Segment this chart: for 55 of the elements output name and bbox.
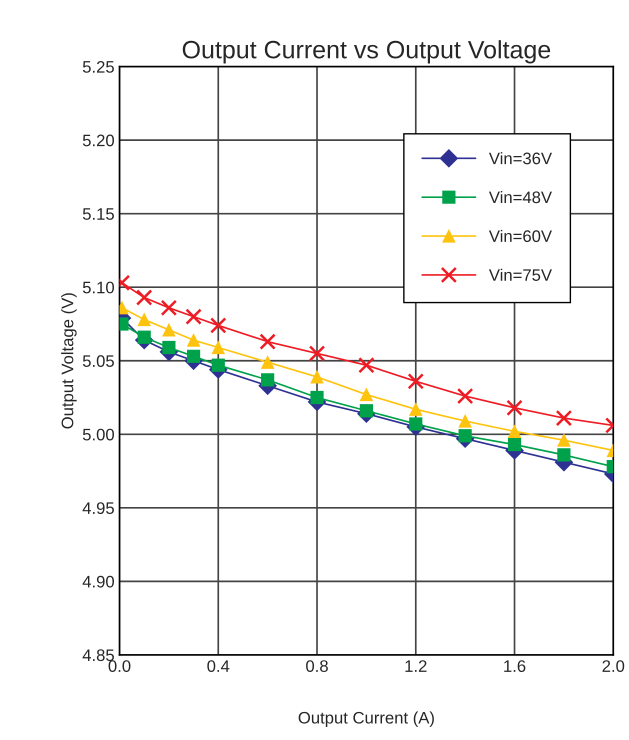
y-tick-label: 5.00 [82, 428, 114, 440]
point [358, 356, 375, 374]
legend-label: Vin=75V [488, 268, 552, 281]
point [360, 404, 373, 418]
point [212, 358, 225, 372]
point [259, 333, 276, 350]
point [310, 370, 324, 384]
y-tick-label: 5.25 [82, 61, 114, 73]
point [186, 334, 200, 347]
point [409, 417, 422, 431]
point [557, 434, 570, 447]
x-axis-title: Output Current (A) [298, 711, 434, 727]
x-tick-label: 1.6 [504, 660, 526, 672]
point [556, 410, 572, 426]
point [506, 400, 523, 416]
y-tick-label: 5.15 [82, 208, 114, 220]
point [508, 424, 522, 438]
x-tick-label: 0.8 [306, 660, 328, 672]
point [186, 350, 200, 363]
point [360, 388, 373, 402]
legend-label: Vin=60V [488, 230, 552, 242]
point [261, 356, 274, 369]
point [261, 373, 274, 386]
y-tick-label: 5.10 [82, 282, 114, 294]
chart-title: Output Current vs Output Voltage [182, 40, 550, 64]
point [310, 390, 324, 404]
x-tick-label: 0.0 [108, 660, 130, 672]
point [456, 388, 474, 404]
point [458, 414, 472, 428]
point [162, 323, 176, 336]
y-tick-label: 4.90 [82, 576, 114, 588]
point [508, 438, 522, 452]
x-tick-label: 0.4 [207, 660, 230, 672]
y-tick-label: 5.05 [82, 355, 114, 367]
point [138, 330, 151, 344]
point [162, 340, 176, 354]
point [136, 289, 152, 306]
x-tick-label: 2.0 [602, 660, 624, 672]
y-tick-label: 4.95 [82, 502, 114, 514]
point [210, 317, 226, 334]
y-axis-title: Output Voltage (V) [61, 293, 77, 429]
point [212, 340, 225, 354]
point [409, 402, 422, 416]
y-tick-label: 5.20 [82, 134, 114, 146]
point [185, 308, 202, 325]
point [138, 312, 151, 326]
point [408, 373, 424, 390]
y-tick-label: 4.85 [82, 649, 114, 662]
legend-label: Vin=36V [488, 152, 552, 164]
point [160, 300, 178, 316]
point [557, 448, 570, 462]
x-tick-label: 1.2 [405, 660, 427, 672]
legend-label: Vin=48V [488, 190, 552, 204]
point [308, 345, 326, 362]
point [458, 429, 472, 442]
